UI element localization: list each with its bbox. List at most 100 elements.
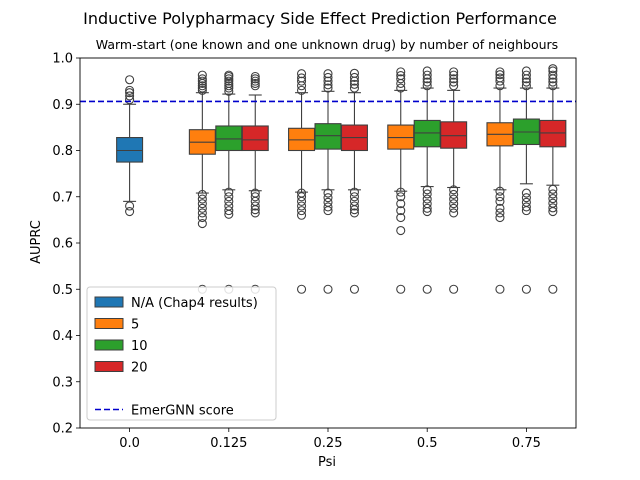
legend-frame	[86, 286, 277, 421]
legend-swatch	[94, 296, 124, 308]
outlier-point	[422, 77, 432, 87]
outlier-point	[323, 83, 333, 93]
outlier-point	[521, 66, 531, 76]
outlier-point	[296, 210, 307, 220]
outlier-point	[224, 83, 234, 93]
outlier-point	[323, 202, 333, 212]
outlier-point	[521, 188, 531, 198]
outlier-point	[495, 213, 505, 223]
outlier-point	[250, 78, 260, 88]
outlier-point	[250, 192, 260, 202]
outlier-point	[349, 284, 360, 294]
outlier-point	[521, 202, 531, 212]
outlier-point	[449, 194, 459, 204]
legend-entry: N/A (Chap4 results)	[131, 296, 258, 311]
x-tick-label: 0.5	[417, 436, 438, 451]
outlier-point	[323, 72, 333, 82]
plot-area: 0.2 0.3 0.4 0.5 0.6 0.7 0.8 0.9 1.0 0.0 0.125 0.25 0…	[52, 52, 577, 451]
outlier-point	[349, 68, 360, 78]
outlier-point	[296, 69, 307, 79]
outlier-point	[125, 201, 135, 211]
outlier-point	[495, 186, 505, 196]
outlier-point	[422, 66, 432, 76]
outlier-point	[224, 81, 234, 91]
axes-frame	[79, 57, 577, 429]
outlier-point	[495, 284, 505, 294]
legend-swatch	[94, 318, 124, 329]
outlier-point	[349, 208, 360, 218]
outlier-point	[323, 188, 333, 198]
box-10-0.75	[512, 66, 540, 294]
outlier-point	[250, 196, 260, 206]
chart-subtitle: Warm-start (one known and one unknown dr…	[96, 37, 558, 52]
box-iqr	[314, 123, 342, 150]
outlier-point	[548, 70, 558, 80]
y-tick-label: 0.8	[52, 144, 73, 159]
box-5-0.5	[387, 67, 415, 294]
outlier-point	[197, 194, 207, 204]
outlier-point	[323, 284, 333, 294]
outlier-point	[396, 71, 406, 81]
outlier-point	[495, 196, 505, 206]
outlier-point	[125, 88, 135, 98]
outlier-point	[224, 74, 234, 84]
box-iqr	[215, 125, 243, 152]
outlier-point	[521, 70, 531, 80]
outlier-point	[449, 203, 459, 213]
box-iqr	[440, 121, 468, 149]
outlier-point	[197, 189, 207, 199]
y-tick-label: 0.6	[52, 237, 73, 252]
box-10-0.125	[215, 70, 243, 294]
outlier-point	[197, 83, 207, 93]
outlier-point	[125, 75, 135, 85]
outlier-point	[250, 208, 260, 218]
x-tick-label: 0.75	[512, 436, 541, 451]
box-iqr	[539, 119, 567, 148]
outlier-point	[323, 197, 333, 207]
outlier-point	[449, 74, 459, 84]
outlier-point	[449, 208, 459, 218]
outlier-point	[197, 213, 207, 223]
outlier-point	[548, 194, 558, 204]
outlier-point	[296, 76, 307, 86]
outlier-point	[422, 194, 432, 204]
outlier-point	[296, 201, 307, 211]
y-axis-label: AUPRC	[29, 220, 44, 264]
outlier-point	[449, 199, 459, 209]
outlier-point	[548, 64, 558, 74]
box-20-0.25	[340, 68, 368, 294]
box-5-0.25	[288, 69, 316, 294]
outlier-point	[396, 67, 406, 77]
outlier-point	[250, 188, 260, 198]
outlier-point	[422, 185, 432, 195]
outlier-point	[548, 198, 558, 208]
outlier-point	[197, 74, 207, 84]
x-tick-label: 0.125	[210, 436, 247, 451]
outlier-point	[349, 201, 360, 211]
outlier-point	[250, 76, 260, 86]
outlier-point	[197, 85, 207, 95]
outlier-point	[495, 70, 505, 80]
outlier-point	[349, 83, 360, 93]
outlier-point	[521, 197, 531, 207]
box-20-0.125	[241, 71, 269, 294]
outlier-point	[349, 72, 360, 82]
outlier-point	[197, 208, 207, 218]
outlier-point	[323, 76, 333, 86]
legend: N/A (Chap4 results) 5 10 20 EmerGNN score	[86, 286, 277, 421]
outlier-point	[495, 208, 505, 218]
outlier-point	[197, 76, 207, 86]
y-tick-label: 0.2	[52, 422, 73, 437]
outlier-point	[250, 74, 260, 84]
outlier-point	[422, 81, 432, 91]
box-iqr	[116, 137, 144, 163]
outlier-point	[349, 187, 360, 197]
outlier-point	[396, 199, 406, 209]
outlier-point	[296, 73, 307, 83]
outlier-point	[422, 70, 432, 80]
outlier-point	[349, 196, 360, 206]
outlier-point	[521, 77, 531, 87]
box-iqr	[413, 119, 441, 148]
y-tick-label: 0.3	[52, 375, 73, 390]
